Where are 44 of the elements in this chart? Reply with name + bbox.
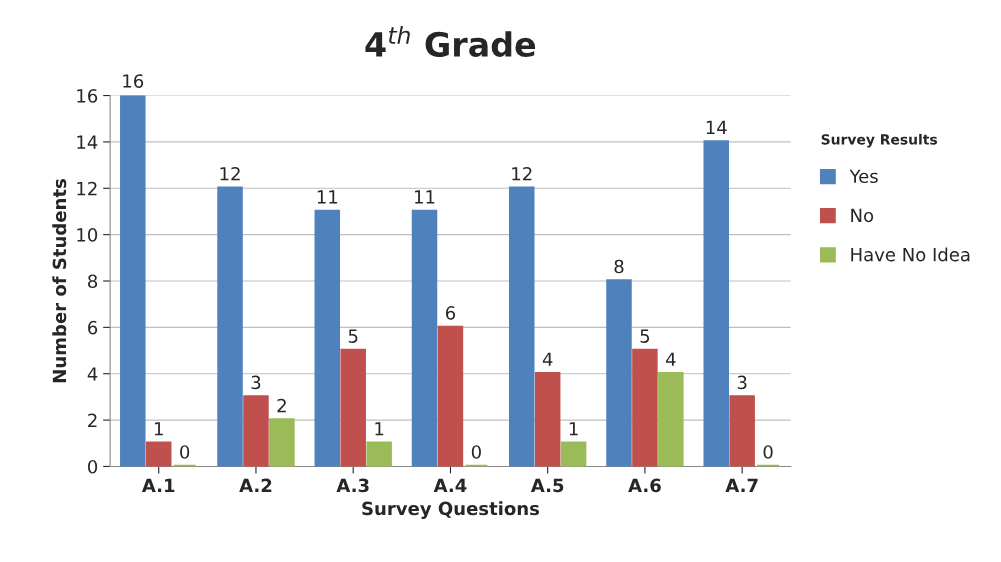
x-tick-label: A.7 <box>725 478 758 492</box>
y-tick-label: 14 <box>77 135 98 149</box>
y-tick-label: 10 <box>77 228 98 242</box>
data-label: 4 <box>666 352 676 366</box>
x-tick-label: A.5 <box>530 478 564 493</box>
data-label: 1 <box>569 422 578 436</box>
data-label: 12 <box>220 166 240 181</box>
x-tick-label: A.1 <box>141 478 175 492</box>
data-label: 0 <box>763 445 773 459</box>
chart-title: 4$^{th}$ Grade <box>365 25 536 57</box>
x-tick-label: A.6 <box>628 478 661 493</box>
x-tick-label: A.4 <box>433 478 467 492</box>
data-label: 4 <box>542 352 553 366</box>
data-label: 5 <box>348 329 358 343</box>
y-tick-label: 6 <box>88 320 98 335</box>
x-axis-title: Survey Questions <box>362 501 540 519</box>
legend-label: Have No Idea <box>851 247 970 262</box>
y-tick-label: 16 <box>77 89 98 103</box>
data-label: 0 <box>180 445 190 459</box>
data-label: 16 <box>123 74 144 88</box>
y-tick-label: 4 <box>87 367 98 381</box>
y-tick-label: 12 <box>77 181 97 196</box>
y-tick-label: 2 <box>88 413 97 427</box>
data-label: 3 <box>251 375 261 390</box>
data-label: 1 <box>154 422 163 436</box>
x-tick-label: A.3 <box>336 478 369 493</box>
y-axis-title: Number of Students <box>52 179 67 383</box>
data-label: 0 <box>471 445 481 459</box>
legend-title: Survey Results <box>821 133 938 148</box>
data-label: 3 <box>737 375 747 390</box>
data-label: 1 <box>375 422 384 436</box>
data-label: 6 <box>445 306 456 320</box>
data-label: 14 <box>706 120 727 134</box>
x-tick-label: A.2 <box>239 478 272 492</box>
data-label: 12 <box>512 166 532 181</box>
data-label: 5 <box>640 329 650 343</box>
data-label: 2 <box>277 398 286 413</box>
y-tick-label: 8 <box>88 274 98 289</box>
legend-label: Yes <box>849 169 878 184</box>
data-label: 8 <box>614 259 624 274</box>
data-label: 11 <box>415 190 435 204</box>
legend-label: No <box>851 208 874 223</box>
y-tick-label: 0 <box>88 459 98 474</box>
data-label: 11 <box>317 190 338 204</box>
